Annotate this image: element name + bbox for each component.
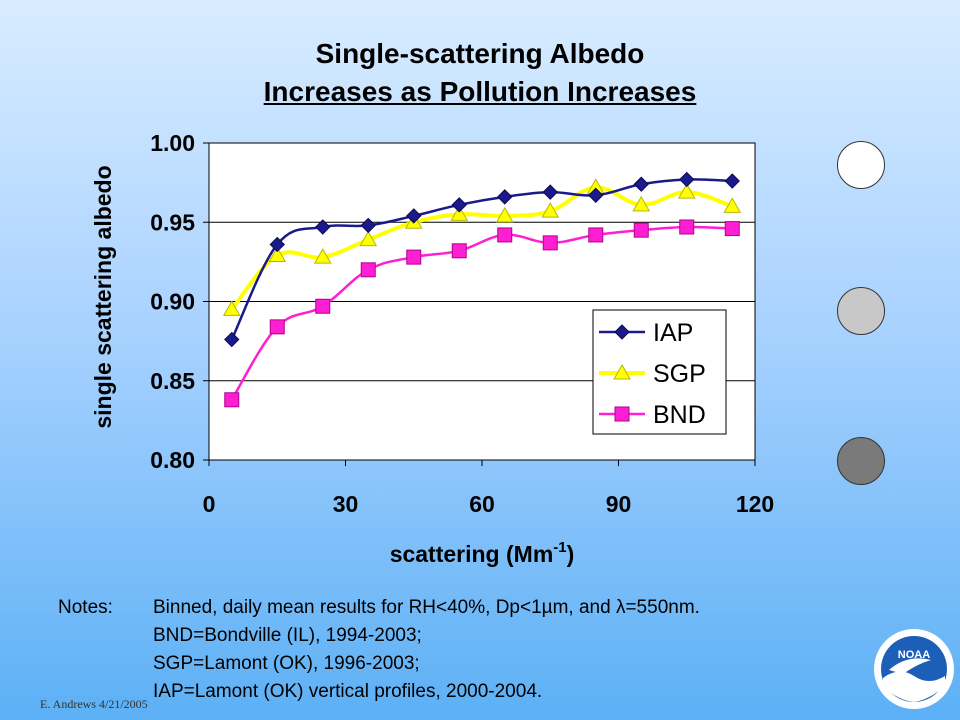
- iap-data-point: [360, 217, 376, 234]
- dark-gray-circle: [837, 437, 885, 485]
- notes-label: Notes:: [58, 597, 113, 618]
- y-tick-label: 0.95: [150, 209, 195, 235]
- author-date-footer: E. Andrews 4/21/2005: [40, 697, 148, 711]
- sgp-data-point: [450, 205, 469, 221]
- bnd-data-point: [269, 319, 285, 335]
- iap-data-point: [588, 187, 604, 204]
- legend-label-sgp: SGP: [653, 360, 706, 388]
- sgp-data-point: [222, 300, 241, 316]
- sgp-data-point: [632, 195, 651, 212]
- bnd-data-point: [224, 392, 240, 408]
- sgp-data-point: [723, 197, 742, 213]
- legend-marker-sgp: [613, 363, 631, 380]
- iap-data-point: [542, 184, 558, 200]
- legend-marker-iap: [614, 324, 630, 340]
- bnd-data-point: [360, 262, 376, 278]
- y-tick-label: 0.85: [150, 368, 195, 394]
- bnd-data-point: [451, 243, 467, 259]
- x-tick-label: 0: [203, 491, 216, 517]
- note-line: BND=Bondville (IL), 1994-2003;: [153, 625, 422, 646]
- sgp-data-point: [677, 183, 696, 199]
- iap-data-point: [451, 197, 467, 213]
- iap-data-point: [406, 208, 422, 224]
- bnd-data-point: [633, 222, 649, 238]
- sgp-data-point: [359, 230, 378, 247]
- y-tick-label: 0.90: [150, 289, 195, 315]
- legend-label-iap: IAP: [653, 319, 693, 347]
- noaa-logo: NOAA: [874, 629, 954, 709]
- note-line: SGP=Lamont (OK), 1996-2003;: [153, 653, 420, 674]
- x-tick-label: 90: [606, 491, 632, 517]
- x-tick-label: 120: [736, 491, 774, 517]
- notes-list: Binned, daily mean results for RH<40%, D…: [153, 594, 700, 706]
- bnd-data-point: [315, 298, 331, 314]
- sgp-data-point: [313, 248, 332, 264]
- note-line: Binned, daily mean results for RH<40%, D…: [153, 597, 700, 618]
- bnd-data-point: [724, 221, 740, 237]
- x-tick-label: 60: [469, 491, 495, 517]
- iap-data-point: [315, 219, 331, 235]
- bnd-data-point: [679, 219, 695, 235]
- white-circle: [837, 141, 885, 189]
- note-line: IAP=Lamont (OK) vertical profiles, 2000-…: [153, 681, 543, 702]
- x-axis-label: scattering (Mm-1): [390, 539, 575, 567]
- light-gray-circle: [837, 287, 885, 335]
- sgp-data-point: [495, 206, 514, 223]
- iap-data-point: [679, 171, 695, 188]
- iap-data-point: [224, 331, 240, 348]
- bnd-data-point: [588, 227, 604, 243]
- sgp-data-point: [541, 202, 560, 218]
- slide-title-line1: Single-scattering Albedo: [315, 38, 645, 69]
- bnd-data-point: [542, 235, 558, 251]
- iap-data-point: [497, 189, 513, 205]
- sgp-data-point: [268, 246, 287, 263]
- y-tick-label: 1.00: [150, 130, 195, 156]
- y-axis-label: single scattering albedo: [90, 165, 116, 428]
- iap-data-point: [724, 173, 740, 189]
- bnd-data-point: [497, 227, 513, 243]
- x-tick-label: 30: [333, 491, 359, 517]
- iap-data-point: [633, 176, 649, 192]
- iap-data-point: [269, 236, 285, 253]
- slide-title-line2: Increases as Pollution Increases: [263, 76, 697, 107]
- legend-label-bnd: BND: [653, 401, 706, 429]
- legend-marker-bnd: [614, 406, 630, 422]
- bnd-data-point: [406, 249, 422, 265]
- y-tick-label: 0.80: [150, 447, 195, 473]
- logo-text: NOAA: [898, 649, 930, 661]
